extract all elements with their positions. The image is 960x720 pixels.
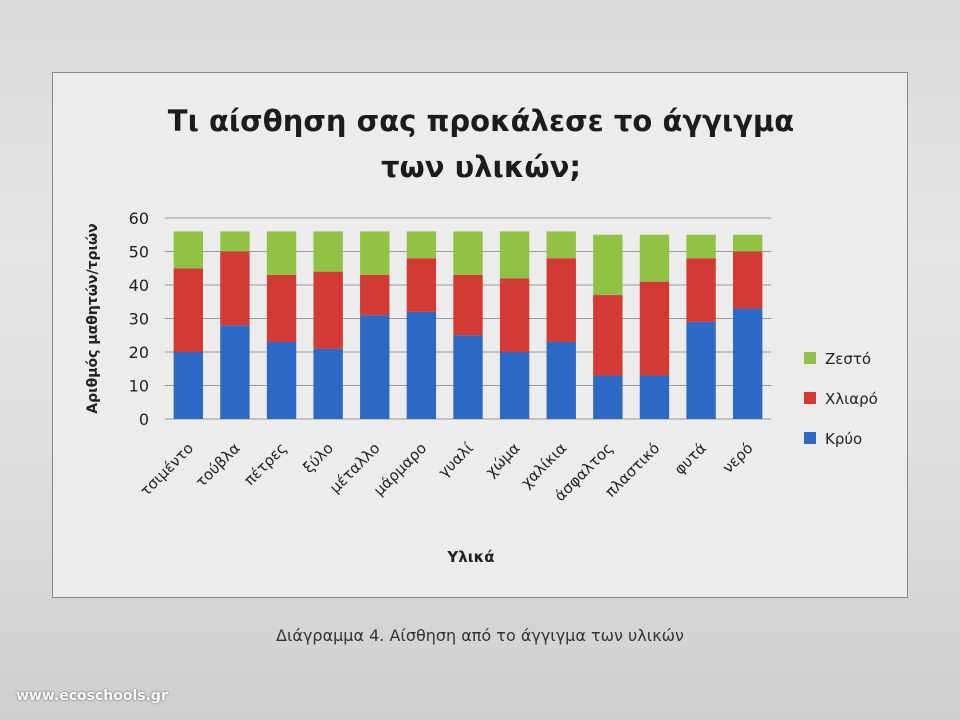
watermark: www.ecoschools.gr <box>16 688 168 704</box>
y-tick-label: 10 <box>129 377 149 396</box>
x-tick-label: ξύλο <box>299 439 337 477</box>
bar-segment <box>453 335 483 419</box>
bar-segment <box>453 274 483 336</box>
y-axis-label: Αριθμός μαθητών/τριών <box>85 223 101 413</box>
y-tick-label: 30 <box>129 310 149 329</box>
x-tick-label: χώμα <box>482 439 524 481</box>
bar-segment <box>406 231 437 259</box>
x-tick-label: τούβλα <box>192 439 244 491</box>
stacked-bar-chart: Τι αίσθηση σας προκάλεσε το άγγιγμα των υ… <box>85 104 878 566</box>
bar-segment <box>686 234 716 259</box>
bar-segment <box>593 234 623 296</box>
bar-segment <box>686 258 716 322</box>
figure-caption: Διάγραμμα 4. Αίσθηση από το άγγιγμα των … <box>276 626 684 645</box>
bar-segment <box>546 341 576 419</box>
bar-segment <box>173 352 203 419</box>
legend-swatch <box>804 432 816 444</box>
x-tick-label: γυαλί <box>435 439 477 481</box>
bar-segment <box>733 234 763 252</box>
bar-segment <box>639 281 670 376</box>
bar-segment <box>360 231 390 275</box>
bar-segment <box>266 274 297 342</box>
bar-segment <box>313 348 343 419</box>
x-tick-label: φυτά <box>671 439 710 478</box>
bar-segment <box>499 231 530 279</box>
bar-segment <box>220 325 250 419</box>
legend-label: Κρύο <box>825 430 862 448</box>
bar-segment <box>173 231 203 269</box>
legend-label: Ζεστό <box>825 350 871 368</box>
bar-segment <box>313 271 343 349</box>
y-tick-label: 50 <box>129 243 149 262</box>
bar-segment <box>266 231 297 275</box>
y-tick-label: 0 <box>139 410 149 429</box>
x-tick-label: πέτρες <box>240 439 290 489</box>
y-tick-label: 40 <box>129 276 149 295</box>
bar-segment <box>546 258 576 342</box>
bar-segment <box>220 231 250 252</box>
chart-title-line-1: Τι αίσθηση σας προκάλεσε το άγγιγμα <box>168 104 794 138</box>
x-tick-label: νερό <box>719 439 757 477</box>
chart-frame: Τι αίσθηση σας προκάλεσε το άγγιγμα των υ… <box>52 72 908 598</box>
bar-segment <box>453 231 483 275</box>
bar-segment <box>173 268 203 352</box>
bar-segment <box>499 278 530 352</box>
bar-segment <box>406 311 437 419</box>
bar-segment <box>406 258 437 312</box>
y-tick-label: 60 <box>129 209 149 228</box>
bar-segment <box>546 231 576 259</box>
bar-segment <box>499 352 530 419</box>
bar-segment <box>733 251 763 309</box>
bar-segment <box>313 231 343 272</box>
x-tick-label: τσιμέντο <box>136 439 197 500</box>
bar-segment <box>639 234 670 282</box>
bar-segment <box>593 295 623 376</box>
bar-segment <box>360 315 390 419</box>
bar-segment <box>639 375 670 419</box>
x-axis-label: Υλικά <box>446 548 494 566</box>
chart-title-line-2: των υλικών; <box>381 150 581 184</box>
bar-segment <box>360 274 390 316</box>
legend-label: Χλιαρό <box>825 390 878 408</box>
bar-segment <box>266 341 297 419</box>
bar-segment <box>593 375 623 419</box>
y-tick-label: 20 <box>129 343 149 362</box>
bar-segment <box>686 321 716 419</box>
legend-swatch <box>804 352 816 364</box>
bar-segment <box>733 308 763 419</box>
bar-segment <box>220 251 250 326</box>
legend-swatch <box>804 392 816 404</box>
